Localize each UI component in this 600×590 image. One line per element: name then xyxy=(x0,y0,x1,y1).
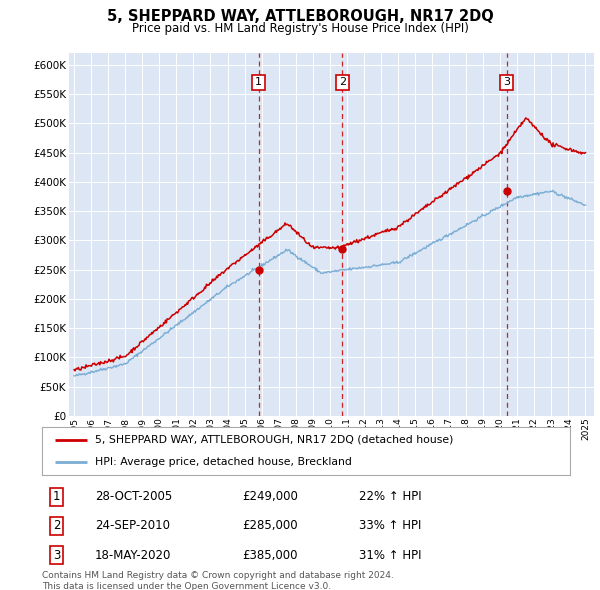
Text: £385,000: £385,000 xyxy=(242,549,298,562)
Text: 2: 2 xyxy=(53,519,61,533)
Text: 1: 1 xyxy=(255,77,262,87)
Text: 24-SEP-2010: 24-SEP-2010 xyxy=(95,519,170,533)
Text: 3: 3 xyxy=(53,549,61,562)
Text: £285,000: £285,000 xyxy=(242,519,298,533)
Text: 33% ↑ HPI: 33% ↑ HPI xyxy=(359,519,421,533)
Text: 22% ↑ HPI: 22% ↑ HPI xyxy=(359,490,421,503)
Text: Price paid vs. HM Land Registry's House Price Index (HPI): Price paid vs. HM Land Registry's House … xyxy=(131,22,469,35)
Text: 3: 3 xyxy=(503,77,510,87)
Text: 31% ↑ HPI: 31% ↑ HPI xyxy=(359,549,421,562)
Text: 5, SHEPPARD WAY, ATTLEBOROUGH, NR17 2DQ (detached house): 5, SHEPPARD WAY, ATTLEBOROUGH, NR17 2DQ … xyxy=(95,435,453,445)
Text: Contains HM Land Registry data © Crown copyright and database right 2024.
This d: Contains HM Land Registry data © Crown c… xyxy=(42,571,394,590)
Text: 1: 1 xyxy=(53,490,61,503)
Text: 18-MAY-2020: 18-MAY-2020 xyxy=(95,549,171,562)
Text: £249,000: £249,000 xyxy=(242,490,299,503)
Text: 5, SHEPPARD WAY, ATTLEBOROUGH, NR17 2DQ: 5, SHEPPARD WAY, ATTLEBOROUGH, NR17 2DQ xyxy=(107,9,493,24)
Text: 28-OCT-2005: 28-OCT-2005 xyxy=(95,490,172,503)
Text: HPI: Average price, detached house, Breckland: HPI: Average price, detached house, Brec… xyxy=(95,457,352,467)
Text: 2: 2 xyxy=(338,77,346,87)
